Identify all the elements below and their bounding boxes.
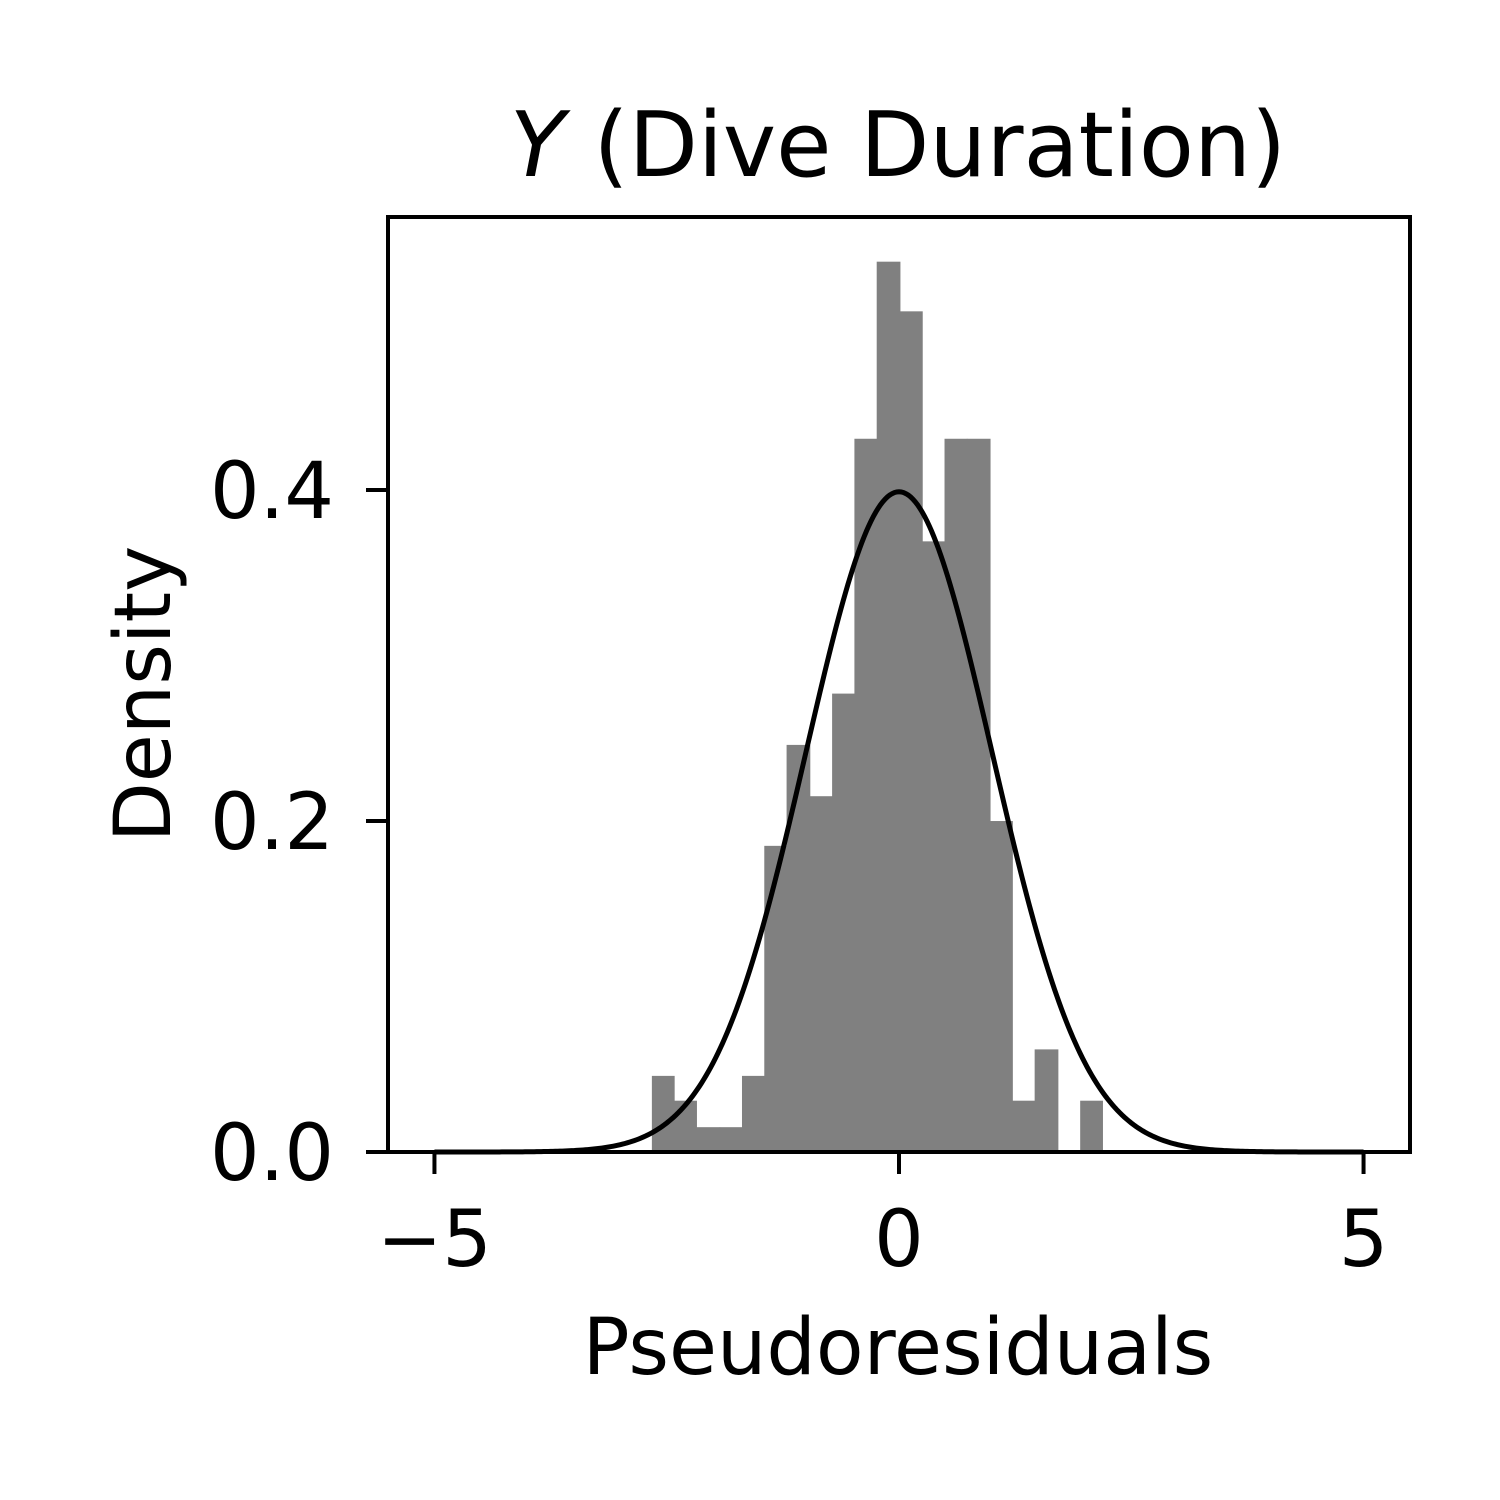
x-axis-label: Pseudoresiduals [583, 1303, 1214, 1393]
x-tick-label-2: 5 [1339, 1195, 1389, 1285]
chart-title-text: (Dive Duration) [565, 93, 1286, 198]
histogram-bar-0 [651, 1075, 675, 1152]
y-tick-label-2: 0.4 [210, 447, 334, 537]
histogram-bar-10 [876, 261, 901, 1153]
normal-density-curve [434, 489, 1364, 1155]
histogram-bar-7 [809, 796, 833, 1152]
histogram-bar-14 [966, 438, 991, 1152]
histogram-bar-19 [1080, 1100, 1103, 1152]
histogram-bar-12 [922, 541, 946, 1152]
y-tick-label-1: 0.2 [210, 778, 334, 868]
chart-title-variable: Y [510, 93, 571, 198]
y-tick-label-0: 0.0 [210, 1109, 334, 1199]
histogram-bar-2 [696, 1127, 721, 1152]
histogram-bar-11 [899, 311, 923, 1153]
histogram-bar-3 [719, 1127, 743, 1152]
histogram-bar-5 [764, 845, 788, 1152]
histogram-bar-15 [990, 821, 1013, 1152]
y-axis-label: Density [99, 546, 189, 843]
histogram-bar-6 [786, 744, 811, 1152]
histogram-bar-13 [944, 438, 968, 1152]
histogram-bar-16 [1012, 1100, 1036, 1152]
histogram-bar-9 [854, 438, 878, 1152]
histogram-bar-8 [832, 693, 855, 1152]
histogram-bar-17 [1034, 1049, 1059, 1152]
chart-title: Y (Dive Duration) [510, 93, 1286, 198]
y-axis-ticks: 0.0 0.2 0.4 [210, 447, 388, 1199]
x-tick-label-1: 0 [874, 1195, 924, 1285]
x-axis-ticks: −5 0 5 [377, 1152, 1388, 1285]
histogram-bars [651, 261, 1103, 1153]
histogram-bar-4 [741, 1075, 765, 1152]
x-tick-label-0: −5 [377, 1195, 492, 1285]
